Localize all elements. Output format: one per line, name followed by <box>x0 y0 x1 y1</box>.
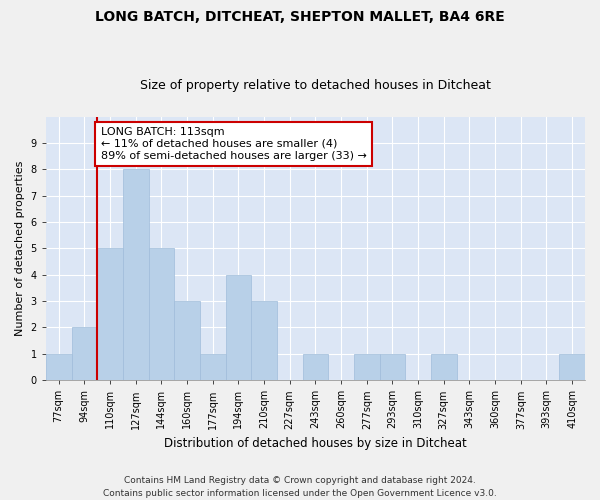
Bar <box>97 248 123 380</box>
Bar <box>302 354 328 380</box>
Text: Contains HM Land Registry data © Crown copyright and database right 2024.
Contai: Contains HM Land Registry data © Crown c… <box>103 476 497 498</box>
Bar <box>71 328 97 380</box>
Bar <box>354 354 380 380</box>
Title: Size of property relative to detached houses in Ditcheat: Size of property relative to detached ho… <box>140 79 491 92</box>
Bar <box>431 354 457 380</box>
Text: LONG BATCH: 113sqm
← 11% of detached houses are smaller (4)
89% of semi-detached: LONG BATCH: 113sqm ← 11% of detached hou… <box>101 128 367 160</box>
Bar <box>46 354 71 380</box>
Bar <box>200 354 226 380</box>
X-axis label: Distribution of detached houses by size in Ditcheat: Distribution of detached houses by size … <box>164 437 467 450</box>
Bar <box>149 248 174 380</box>
Bar <box>226 275 251 380</box>
Bar <box>251 301 277 380</box>
Bar <box>380 354 405 380</box>
Bar <box>123 170 149 380</box>
Bar <box>559 354 585 380</box>
Bar <box>174 301 200 380</box>
Y-axis label: Number of detached properties: Number of detached properties <box>15 161 25 336</box>
Text: LONG BATCH, DITCHEAT, SHEPTON MALLET, BA4 6RE: LONG BATCH, DITCHEAT, SHEPTON MALLET, BA… <box>95 10 505 24</box>
